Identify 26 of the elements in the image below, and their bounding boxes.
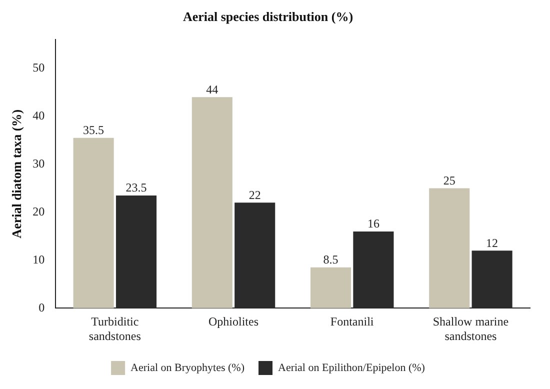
data-label: 8.5: [323, 252, 338, 267]
y-tick-label: 50: [32, 60, 45, 75]
chart-title: Aerial species distribution (%): [182, 9, 354, 24]
y-tick-label: 10: [32, 252, 45, 266]
data-label: 16: [367, 216, 380, 231]
data-label: 25: [443, 173, 456, 188]
data-label: 44: [206, 82, 218, 96]
legend-label: Aerial on Bryophytes (%): [130, 362, 245, 374]
bar: [429, 188, 470, 308]
x-tick-label: Turbiditic sandstones: [88, 314, 142, 343]
data-label: 22: [248, 188, 261, 202]
bar: [73, 138, 114, 308]
bar: [192, 97, 232, 308]
y-tick-label: 30: [32, 156, 45, 170]
x-tick-label: Shallow marine sandstones: [432, 314, 509, 343]
x-tick-label: Fontanili: [330, 314, 374, 329]
y-tick-label: 20: [32, 204, 45, 218]
y-tick-label: 40: [32, 108, 45, 122]
legend-label: Aerial on Epilithon/Epipelon (%): [278, 362, 426, 374]
bar: [310, 267, 352, 308]
data-label: 35.5: [83, 123, 104, 138]
x-tick-label: Ophiolites: [208, 314, 259, 329]
y-axis-title: Aerial diatom taxa (%): [9, 109, 24, 238]
data-label: 23.5: [126, 180, 147, 195]
data-label: 12: [486, 236, 498, 250]
y-tick-label: 0: [38, 300, 45, 314]
